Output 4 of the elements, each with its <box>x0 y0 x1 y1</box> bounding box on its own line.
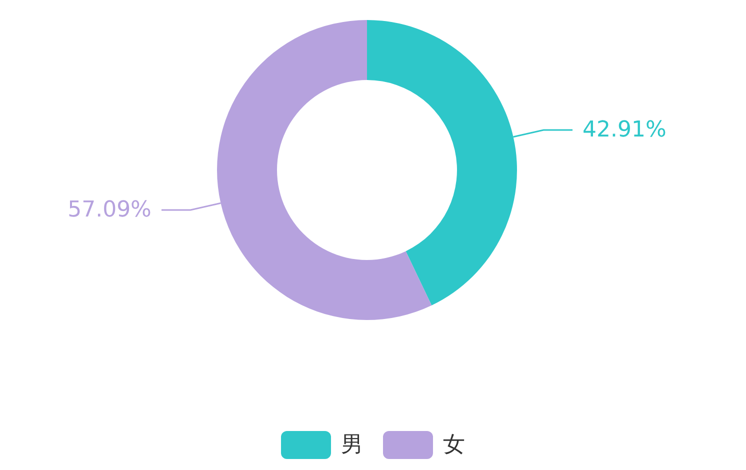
legend-label: 男 <box>341 432 363 458</box>
data-label: 42.91% <box>582 118 666 143</box>
data-label: 57.09% <box>68 197 152 222</box>
legend-label: 女 <box>443 432 465 458</box>
